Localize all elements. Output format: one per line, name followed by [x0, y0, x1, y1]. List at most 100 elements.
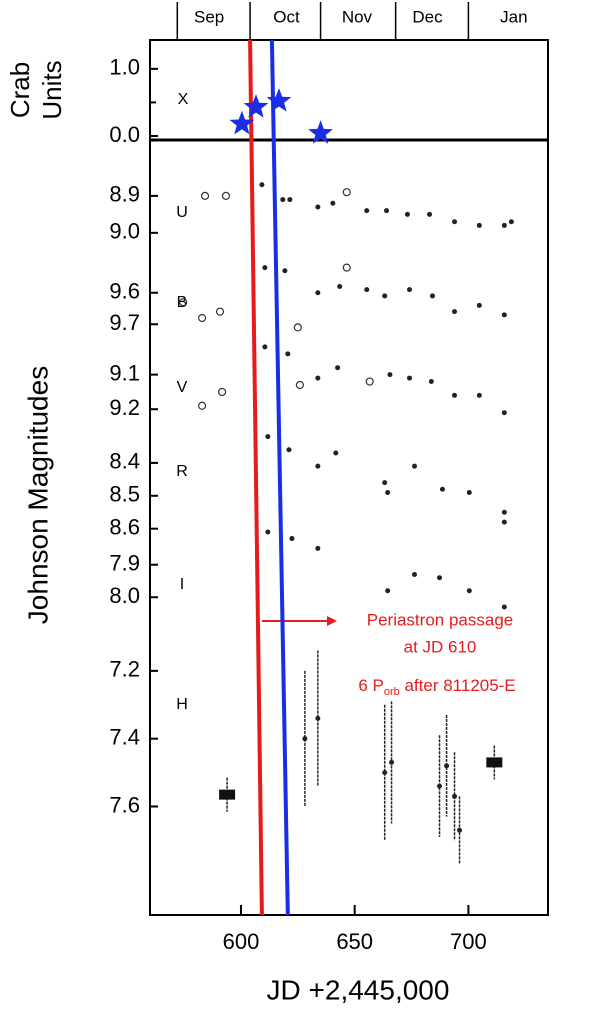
- data-point: [217, 387, 227, 397]
- data-point: [385, 588, 391, 594]
- data-point: [427, 211, 433, 217]
- month-label: Dec: [412, 7, 443, 26]
- data-point: [315, 463, 321, 469]
- data-point: [200, 191, 210, 200]
- data-point: [486, 757, 503, 768]
- annotation-text: 6 Porb after 811205-E: [358, 676, 515, 697]
- data-point: [437, 783, 443, 789]
- data-point: [384, 208, 390, 214]
- data-point: [508, 219, 514, 225]
- y-tick-label: 9.1: [109, 360, 140, 385]
- y-tick-label: 9.0: [109, 219, 140, 244]
- month-label: Oct: [273, 7, 300, 26]
- data-point: [476, 392, 482, 398]
- x-axis-label: JD +2,445,000: [267, 974, 450, 1005]
- data-point: [437, 575, 443, 581]
- data-point: [315, 204, 321, 210]
- data-point: [466, 588, 472, 594]
- annotation-text: after 811205-E: [400, 676, 516, 695]
- y-axis-label: Johnson Magnitudes: [22, 366, 53, 624]
- data-point: [197, 313, 207, 323]
- data-point: [337, 283, 343, 289]
- data-point: [342, 188, 351, 197]
- data-point: [389, 759, 395, 765]
- data-point: [428, 379, 434, 385]
- band-label: V: [177, 379, 188, 396]
- data-point: [501, 222, 507, 228]
- plot-frame: [149, 39, 549, 916]
- data-point: [342, 263, 351, 272]
- data-point: [452, 219, 458, 225]
- data-point: [219, 789, 236, 800]
- x-tick-label: 650: [336, 929, 373, 954]
- data-point: [315, 290, 321, 296]
- data-point: [197, 401, 207, 410]
- data-point: [501, 509, 507, 515]
- data-point: [265, 434, 271, 440]
- data-point: [382, 480, 388, 486]
- data-point: [452, 793, 458, 799]
- band-label: X: [178, 91, 189, 108]
- data-point: [457, 827, 463, 833]
- band-label: I: [180, 576, 184, 593]
- data-point: [293, 323, 302, 332]
- data-point: [285, 351, 291, 357]
- y-tick-label: 7.4: [109, 724, 140, 749]
- data-point: [476, 222, 482, 228]
- data-point: [406, 287, 412, 293]
- data-point: [404, 211, 410, 217]
- data-point: [501, 410, 507, 416]
- y-tick-label: 8.4: [109, 449, 140, 474]
- data-point: [364, 208, 370, 214]
- data-point: [429, 293, 435, 299]
- band-label: U: [176, 204, 188, 221]
- data-point: [265, 529, 271, 535]
- data-point: [280, 197, 286, 203]
- annotation: Periastron passage at JD 610 6 Porb afte…: [262, 610, 516, 698]
- month-label: Jan: [500, 7, 527, 26]
- crab-label: Crab: [5, 62, 35, 118]
- data-point: [289, 536, 295, 542]
- data-point: [501, 312, 507, 318]
- y-tick-label: 9.6: [109, 279, 140, 304]
- marker-line: [269, 39, 290, 916]
- band-label: B: [177, 294, 188, 311]
- data-point: [262, 265, 268, 271]
- crab-label: Units: [37, 60, 67, 119]
- data-point: [295, 380, 304, 390]
- y-tick-label: 8.0: [109, 583, 140, 608]
- data-point: [387, 372, 393, 378]
- data-point: [330, 200, 336, 206]
- y-tick-label: 0.0: [109, 122, 140, 147]
- annotation-text: Periastron passage: [367, 610, 513, 629]
- annotation-text: at JD 610: [404, 637, 477, 656]
- data-point: [365, 377, 374, 386]
- data-point: [382, 770, 388, 776]
- x-tick-label: 700: [450, 929, 487, 954]
- data-point: [179, 298, 188, 307]
- y-tick-label: 8.5: [109, 482, 140, 507]
- data-point: [286, 447, 292, 453]
- star: [243, 94, 269, 118]
- data-point: [221, 191, 231, 200]
- star: [266, 88, 292, 112]
- data-point: [315, 545, 321, 551]
- band-label: R: [176, 463, 188, 480]
- data-point: [315, 375, 321, 381]
- data-point: [452, 392, 458, 398]
- data-point: [282, 268, 288, 274]
- y-tick-label: 7.9: [109, 551, 140, 576]
- data-point: [439, 486, 445, 492]
- data-point: [302, 736, 308, 742]
- data-point: [476, 302, 482, 308]
- data-point: [501, 519, 507, 525]
- data-point: [215, 307, 225, 316]
- marker-line: [248, 39, 264, 916]
- data-point: [444, 763, 450, 769]
- month-label: Nov: [342, 7, 373, 26]
- month-label: Sep: [194, 7, 224, 26]
- y-tick-label: 1.0: [109, 55, 140, 80]
- data-point: [335, 365, 341, 371]
- star: [308, 120, 333, 144]
